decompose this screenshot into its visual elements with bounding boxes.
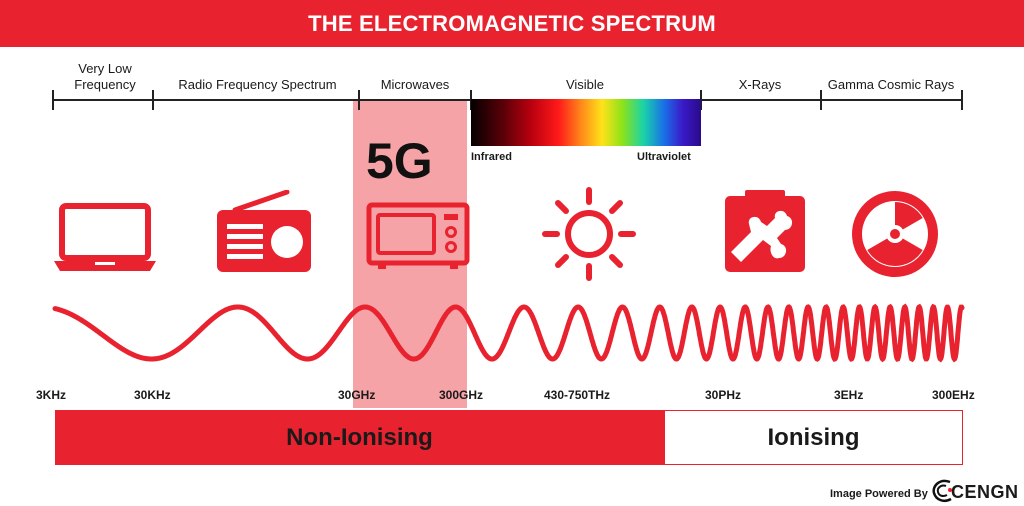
axis-tick [820,90,822,110]
credit-text: Image Powered By [830,488,928,500]
axis-tick [52,90,54,110]
axis-tick [358,90,360,110]
freq-label-3ehz: 3EHz [834,388,864,402]
microwave-icon [366,202,470,269]
band-label-gamma-cosmic-rays: Gamma Cosmic Rays [827,77,955,92]
band-label-x-rays: X-Rays [738,77,782,92]
axis-tick [961,90,963,110]
visible-spectrum-gradient [471,99,701,146]
frequency-wave [52,303,965,363]
freq-label-30phz: 30PHz [705,388,742,402]
axis-tick [700,90,702,110]
band-label-very-low-frequency: Very Low Frequency [74,61,136,92]
ionising-bar: Ionising [664,410,963,465]
axis-tick [152,90,154,110]
non-ionising-label: Non-Ionising [286,423,433,451]
xray-icon [725,190,805,272]
band-label-visible: Visible [565,77,605,92]
band-label-radio-frequency: Radio Frequency Spectrum [178,77,337,92]
freq-label-430-750thz: 430-750THz [544,388,611,402]
band-label-microwaves: Microwaves [380,77,450,92]
laptop-icon [54,203,156,271]
non-ionising-bar: Non-Ionising [55,410,664,465]
freq-label-30ghz: 30GHz [338,388,376,402]
5g-label: 5G [366,133,433,189]
sun-icon [542,187,636,281]
cengn-logo-text: CENGN [951,482,1019,502]
freq-label-30khz: 30KHz [134,388,171,402]
title-bar: THE ELECTROMAGNETIC SPECTRUM [0,0,1024,47]
freq-label-300ehz: 300EHz [932,388,975,402]
ionising-label: Ionising [767,423,860,451]
radiation-icon [852,191,938,277]
page-title: THE ELECTROMAGNETIC SPECTRUM [308,10,716,36]
ultraviolet-label: Ultraviolet [637,151,691,163]
wave-line [52,303,965,363]
radio-icon [217,190,311,272]
infrared-label: Infrared [471,151,512,163]
cengn-logo-icon [932,479,952,502]
freq-label-3khz: 3KHz [36,388,67,402]
freq-label-300ghz: 300GHz [439,388,484,402]
